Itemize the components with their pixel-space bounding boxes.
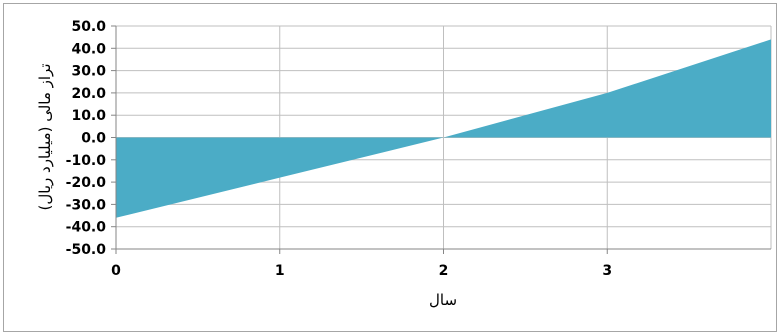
y-axis-title: تراز مالی (میلیارد ریال) — [36, 64, 54, 211]
y-tick-label: -20.0 — [66, 175, 107, 191]
y-tick-label: -30.0 — [66, 197, 107, 213]
y-tick-labels: 50.0 40.0 30.0 20.0 10.0 0.0 -10.0 -20.0 -30.0 -4… — [66, 19, 107, 258]
y-tick-label: 50.0 — [71, 19, 106, 35]
x-tick-labels: 0 1 2 3 — [111, 263, 612, 279]
axes — [111, 25, 771, 254]
x-axis-title: سال — [429, 291, 457, 309]
y-tick-label: 20.0 — [71, 86, 106, 102]
x-tick-label: 2 — [439, 263, 449, 279]
y-tick-label: -50.0 — [66, 242, 107, 258]
x-tick-label: 3 — [602, 263, 612, 279]
y-tick-label: 0.0 — [81, 131, 106, 147]
y-tick-label: -40.0 — [66, 220, 107, 236]
y-tick-label: 40.0 — [71, 41, 106, 57]
y-tick-label: 30.0 — [71, 64, 106, 80]
area-series — [116, 39, 771, 218]
x-tick-label: 0 — [111, 263, 121, 279]
area-fill-series-0 — [116, 39, 771, 218]
x-tick-label: 1 — [275, 263, 285, 279]
y-tick-label: -10.0 — [66, 153, 107, 169]
y-tick-label: 10.0 — [71, 108, 106, 124]
